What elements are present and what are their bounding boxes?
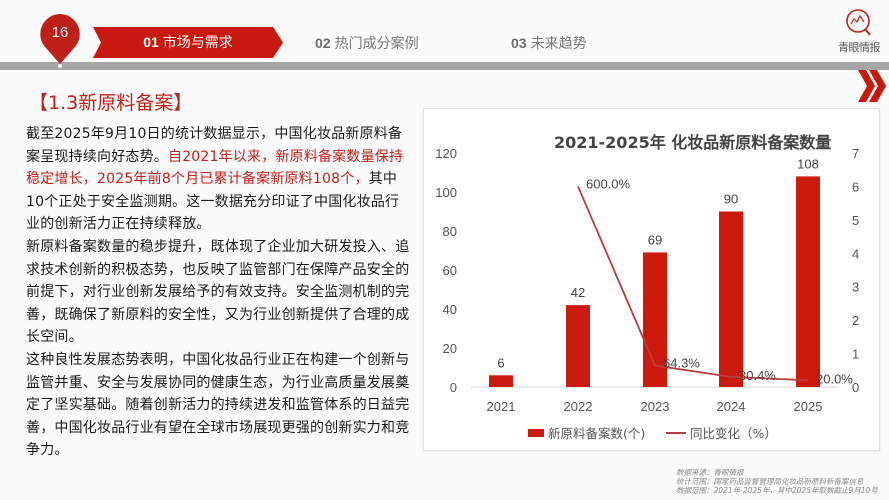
double-chevron-right-icon[interactable] <box>858 70 888 102</box>
bar-value-label: 108 <box>797 156 819 171</box>
y-right-tick: 1 <box>852 347 859 362</box>
nav-tab-trends[interactable]: 03 未来趋势 <box>511 33 587 53</box>
bar <box>719 211 743 387</box>
bar <box>489 375 513 387</box>
y-left-tick: 40 <box>443 302 457 317</box>
y-left-tick: 20 <box>443 341 457 356</box>
highlighted-text: 自2021年以来，新原料备案数量保持稳定增长，2025年前8个月已累计备案新原料… <box>26 148 404 188</box>
bar-value-label: 42 <box>571 285 585 300</box>
y-right-tick: 7 <box>852 146 859 161</box>
nav-label: 市场与需求 <box>162 35 233 51</box>
legend-bar-swatch <box>528 429 544 437</box>
y-right-tick: 3 <box>852 280 859 295</box>
bar-value-label: 69 <box>648 232 662 247</box>
page-number: 16 <box>51 24 69 41</box>
yoy-value-label: 600.0% <box>586 176 631 191</box>
banner-chevron-shape <box>93 27 283 58</box>
body-text: 截至2025年9月10日的统计数据显示，中国化妆品新原料备案呈现持续向好态势。自… <box>26 123 410 462</box>
legend-bar-label: 新原料备案数(个) <box>548 426 645 441</box>
nav-num: 01 <box>143 34 159 50</box>
yoy-line <box>577 186 809 382</box>
header-divider-bar <box>0 62 889 70</box>
yoy-value-label: 20.0% <box>816 371 853 386</box>
nav-label: 未来趋势 <box>530 36 587 52</box>
nav-num: 02 <box>315 35 331 51</box>
y-left-tick: 120 <box>435 146 457 161</box>
bar-value-label: 90 <box>724 192 738 207</box>
nav-num: 03 <box>511 35 527 51</box>
legend-line-label: 同比变化（%） <box>690 426 777 441</box>
map-pin-icon <box>40 14 80 68</box>
y-right-tick: 6 <box>852 179 859 194</box>
bar-value-label: 6 <box>497 355 504 370</box>
yoy-value-label: 30.4% <box>739 368 776 383</box>
data-source-note: 数据来源：青眼情报 统计范围：国家药品监督管理局化妆品新原料新备案信息 数据范围… <box>676 468 878 495</box>
y-left-tick: 0 <box>450 380 457 395</box>
paragraph-3: 这种良性发展态势表明，中国化妆品行业正在构建一个创新与监管并重、安全与发展协同的… <box>26 351 410 459</box>
x-tick: 2023 <box>641 399 670 414</box>
bar <box>796 176 820 387</box>
section-title: 【1.3新原料备案】 <box>29 92 193 114</box>
yoy-value-label: 64.3% <box>663 356 700 371</box>
brand-name: 青眼情报 <box>838 41 881 54</box>
y-right-tick: 0 <box>852 380 859 395</box>
y-right-tick: 2 <box>852 313 859 328</box>
paragraph-2: 新原料备案数量的稳步提升，既体现了企业加大研发投入、追求技术创新的积极态势，也反… <box>26 238 410 346</box>
x-tick: 2021 <box>487 399 516 414</box>
page-number-pin: 16 <box>40 14 80 68</box>
chart-panel: 0 20 40 60 80 100 120 0 1 2 3 4 5 6 7 6 42 69 90 108 600.… <box>423 108 880 451</box>
y-left-tick: 100 <box>435 185 457 200</box>
combo-chart: 0 20 40 60 80 100 120 0 1 2 3 4 5 6 7 6 42 69 90 108 600.… <box>435 146 859 441</box>
y-left-tick: 60 <box>443 263 457 278</box>
paragraph-1: 截至2025年9月10日的统计数据显示，中国化妆品新原料备案呈现持续向好态势。自… <box>26 126 404 233</box>
x-tick: 2025 <box>794 399 823 414</box>
bar <box>566 305 590 387</box>
chart-title: 2021-2025年 化妆品新原料备案数量 <box>554 133 832 152</box>
y-left-tick: 80 <box>443 224 457 239</box>
brand-logo: 青眼情报 <box>832 6 886 56</box>
x-tick: 2024 <box>717 399 746 414</box>
y-right-tick: 4 <box>852 246 859 261</box>
x-tick: 2022 <box>564 399 593 414</box>
nav-tab-market[interactable]: 01 市场与需求 <box>93 27 283 58</box>
magnifier-chart-icon <box>846 9 871 36</box>
nav-tab-ingredients[interactable]: 02 热门成分案例 <box>315 33 419 53</box>
nav-label: 热门成分案例 <box>334 36 419 52</box>
y-right-tick: 5 <box>852 213 859 228</box>
